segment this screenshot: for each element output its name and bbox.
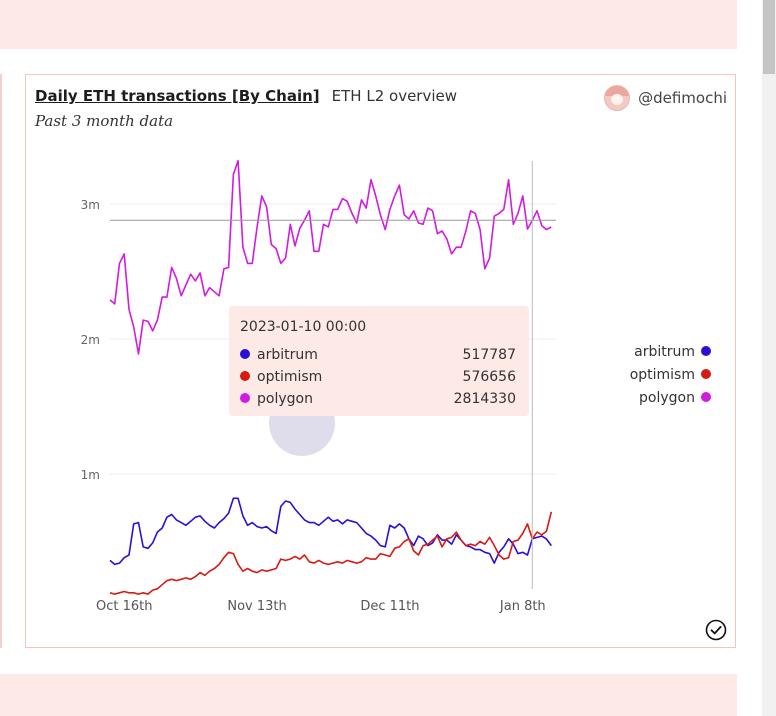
tooltip-series-name: polygon: [257, 391, 313, 407]
legend-marker: [701, 392, 711, 402]
next-card-top: [0, 674, 737, 716]
x-tick-label: Oct 16th: [96, 599, 153, 614]
tooltip-marker: [240, 393, 250, 403]
tooltip-date: 2023-01-10 00:00: [240, 319, 366, 335]
previous-card-bottom: [0, 0, 737, 49]
x-tick-label: Jan 8th: [499, 599, 546, 614]
chart-caption: Past 3 month data: [35, 112, 174, 130]
x-tick-label: Dec 11th: [360, 599, 419, 614]
legend-label: polygon: [639, 390, 695, 406]
y-tick-label: 1m: [81, 468, 100, 482]
line-chart[interactable]: 1m 2m 3m Oct 16th Nov 13th Dec 11th Jan 8th 202…: [26, 75, 737, 649]
author-badge[interactable]: @defimochi: [604, 85, 727, 111]
tooltip-box: [229, 306, 529, 416]
tooltip-marker: [240, 371, 250, 381]
check-circle-icon[interactable]: [705, 619, 727, 641]
legend-label: optimism: [630, 367, 695, 383]
chart-title-link[interactable]: Daily ETH transactions [By Chain]: [35, 87, 320, 105]
tooltip-series-name: arbitrum: [257, 347, 318, 363]
tooltip-value: 576656: [463, 369, 517, 385]
legend-marker: [701, 346, 711, 356]
tooltip-marker: [240, 349, 250, 359]
series-line-optimism: [109, 511, 553, 595]
y-tick-label: 3m: [81, 198, 100, 212]
avatar[interactable]: [604, 85, 631, 111]
scrollbar-track[interactable]: [762, 0, 776, 716]
scrollbar-thumb[interactable]: [763, 0, 775, 74]
tooltip-value: 2814330: [454, 391, 516, 407]
legend-marker: [701, 369, 711, 379]
x-tick-label: Nov 13th: [227, 599, 286, 614]
chart-card: Daily ETH transactions [By Chain] ETH L2…: [25, 74, 736, 648]
series-line-arbitrum: [109, 497, 552, 566]
left-card-edge: [0, 74, 2, 648]
dashboard-subtitle: ETH L2 overview: [331, 87, 458, 105]
series-line-polygon: [109, 160, 552, 355]
tooltip-series-name: optimism: [257, 369, 322, 385]
author-name[interactable]: @defimochi: [638, 89, 727, 107]
tooltip-value: 517787: [463, 347, 516, 363]
y-tick-label: 2m: [81, 333, 100, 347]
legend-label: arbitrum: [634, 344, 695, 360]
card-header: Daily ETH transactions [By Chain] ETH L2…: [35, 87, 457, 105]
